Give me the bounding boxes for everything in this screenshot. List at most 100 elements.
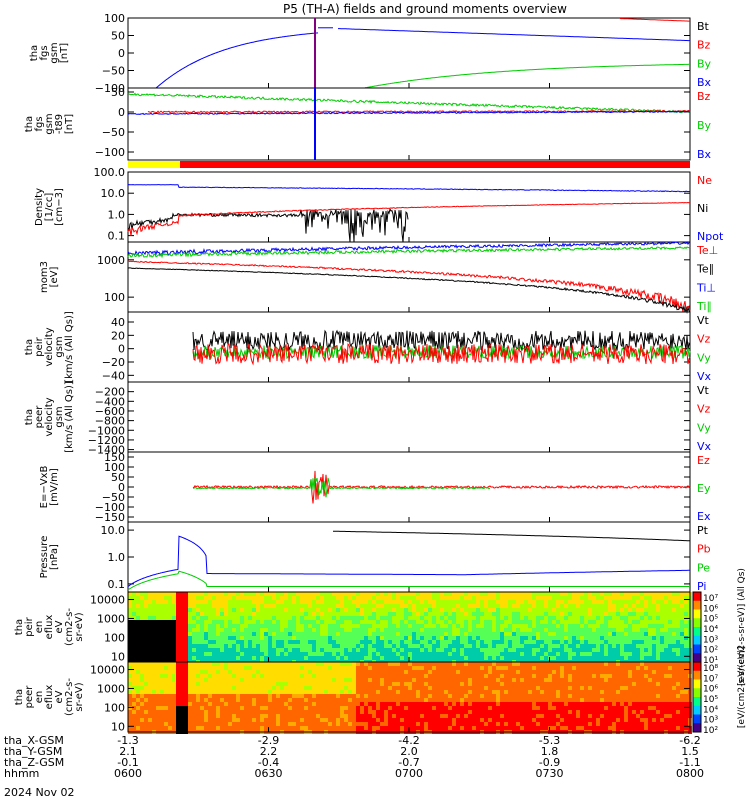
spectrogram-cell xyxy=(528,690,532,694)
spectrogram-cell xyxy=(672,628,676,632)
spectrogram-cell xyxy=(144,620,148,624)
spectrogram-cell xyxy=(344,592,348,596)
spectrogram-cell xyxy=(148,686,152,690)
spectrogram-cell xyxy=(676,616,680,620)
spectrogram-cell xyxy=(164,616,168,620)
spectrogram-cell xyxy=(132,620,136,624)
spectrogram-cell xyxy=(580,662,584,666)
spectrogram-cell xyxy=(556,666,560,670)
spectrogram-cell xyxy=(464,706,468,710)
spectrogram-cell xyxy=(468,612,472,616)
spectrogram-cell xyxy=(364,628,368,632)
spectrogram-cell xyxy=(268,628,272,632)
y-tick-label: 50 xyxy=(111,30,125,43)
spectrogram-cell xyxy=(280,604,284,608)
spectrogram-cell xyxy=(568,636,572,640)
spectrogram-cell xyxy=(524,690,528,694)
spectrogram-cell xyxy=(576,636,580,640)
spectrogram-cell xyxy=(220,702,224,706)
spectrogram-cell xyxy=(504,666,508,670)
spectrogram-cell xyxy=(404,612,408,616)
spectrogram-cell xyxy=(176,674,180,678)
spectrogram-cell xyxy=(620,600,624,604)
spectrogram-cell xyxy=(160,682,164,686)
spectrogram-cell xyxy=(228,592,232,596)
spectrogram-cell xyxy=(460,656,464,660)
spectrogram-cell xyxy=(372,612,376,616)
spectrogram-cell xyxy=(528,662,532,666)
spectrogram-cell xyxy=(384,624,388,628)
spectrogram-cell xyxy=(276,662,280,666)
spectrogram-cell xyxy=(480,682,484,686)
spectrogram-cell xyxy=(184,592,188,596)
spectrogram-cell xyxy=(152,652,156,656)
spectrogram-cell xyxy=(388,690,392,694)
spectrogram-cell xyxy=(532,678,536,682)
spectrogram-cell xyxy=(508,698,512,702)
spectrogram-cell xyxy=(284,690,288,694)
spectrogram-cell xyxy=(192,596,196,600)
spectrogram-cell xyxy=(184,656,188,660)
spectrogram-cell xyxy=(180,592,184,596)
spectrogram-cell xyxy=(380,722,384,726)
spectrogram-cell xyxy=(680,628,684,632)
spectrogram-cell xyxy=(276,722,280,726)
spectrogram-cell xyxy=(392,686,396,690)
spectrogram-cell xyxy=(272,612,276,616)
spectrogram-cell xyxy=(444,624,448,628)
spectrogram-cell xyxy=(556,718,560,722)
spectrogram-cell xyxy=(680,632,684,636)
spectrogram-cell xyxy=(144,656,148,660)
spectrogram-cell xyxy=(252,706,256,710)
spectrogram-cell xyxy=(432,722,436,726)
spectrogram-cell xyxy=(372,678,376,682)
spectrogram-cell xyxy=(300,718,304,722)
spectrogram-cell xyxy=(480,636,484,640)
spectrogram-cell xyxy=(472,608,476,612)
spectrogram-cell xyxy=(676,632,680,636)
spectrogram-cell xyxy=(136,702,140,706)
spectrogram-cell xyxy=(140,714,144,718)
spectrogram-cell xyxy=(416,682,420,686)
spectrogram-cell xyxy=(648,592,652,596)
spectrogram-cell xyxy=(272,608,276,612)
spectrogram-cell xyxy=(276,656,280,660)
spectrogram-cell xyxy=(584,694,588,698)
spectrogram-cell xyxy=(608,682,612,686)
spectrogram-cell xyxy=(300,706,304,710)
spectrogram-cell xyxy=(148,666,152,670)
spectrogram-cell xyxy=(360,644,364,648)
spectrogram-cell xyxy=(308,682,312,686)
spectrogram-cell xyxy=(576,648,580,652)
spectrogram-cell xyxy=(532,632,536,636)
spectrogram-cell xyxy=(348,690,352,694)
spectrogram-cell xyxy=(344,612,348,616)
spectrogram-cell xyxy=(344,674,348,678)
spectrogram-cell xyxy=(372,718,376,722)
spectrogram-cell xyxy=(132,710,136,714)
spectrogram-cell xyxy=(440,628,444,632)
y-tick-label: −50 xyxy=(102,126,125,139)
spectrogram-cell xyxy=(444,608,448,612)
spectrogram-cell xyxy=(672,624,676,628)
spectrogram-cell xyxy=(588,612,592,616)
spectrogram-cell xyxy=(500,628,504,632)
spectrogram-cell xyxy=(516,644,520,648)
spectrogram-cell xyxy=(212,714,216,718)
spectrogram-cell xyxy=(684,612,688,616)
spectrogram-cell xyxy=(224,628,228,632)
spectrogram-cell xyxy=(232,596,236,600)
spectrogram-cell xyxy=(612,648,616,652)
spectrogram-cell xyxy=(432,718,436,722)
spectrogram-cell xyxy=(516,656,520,660)
spectrogram-cell xyxy=(416,662,420,666)
spectrogram-cell xyxy=(580,632,584,636)
spectrogram-cell xyxy=(400,686,404,690)
spectrogram-cell xyxy=(448,706,452,710)
spectrogram-cell xyxy=(144,694,148,698)
spectrogram-cell xyxy=(492,616,496,620)
spectrogram-cell xyxy=(376,604,380,608)
spectrogram-cell xyxy=(128,710,132,714)
trace-by xyxy=(364,63,690,89)
spectrogram-cell xyxy=(288,690,292,694)
